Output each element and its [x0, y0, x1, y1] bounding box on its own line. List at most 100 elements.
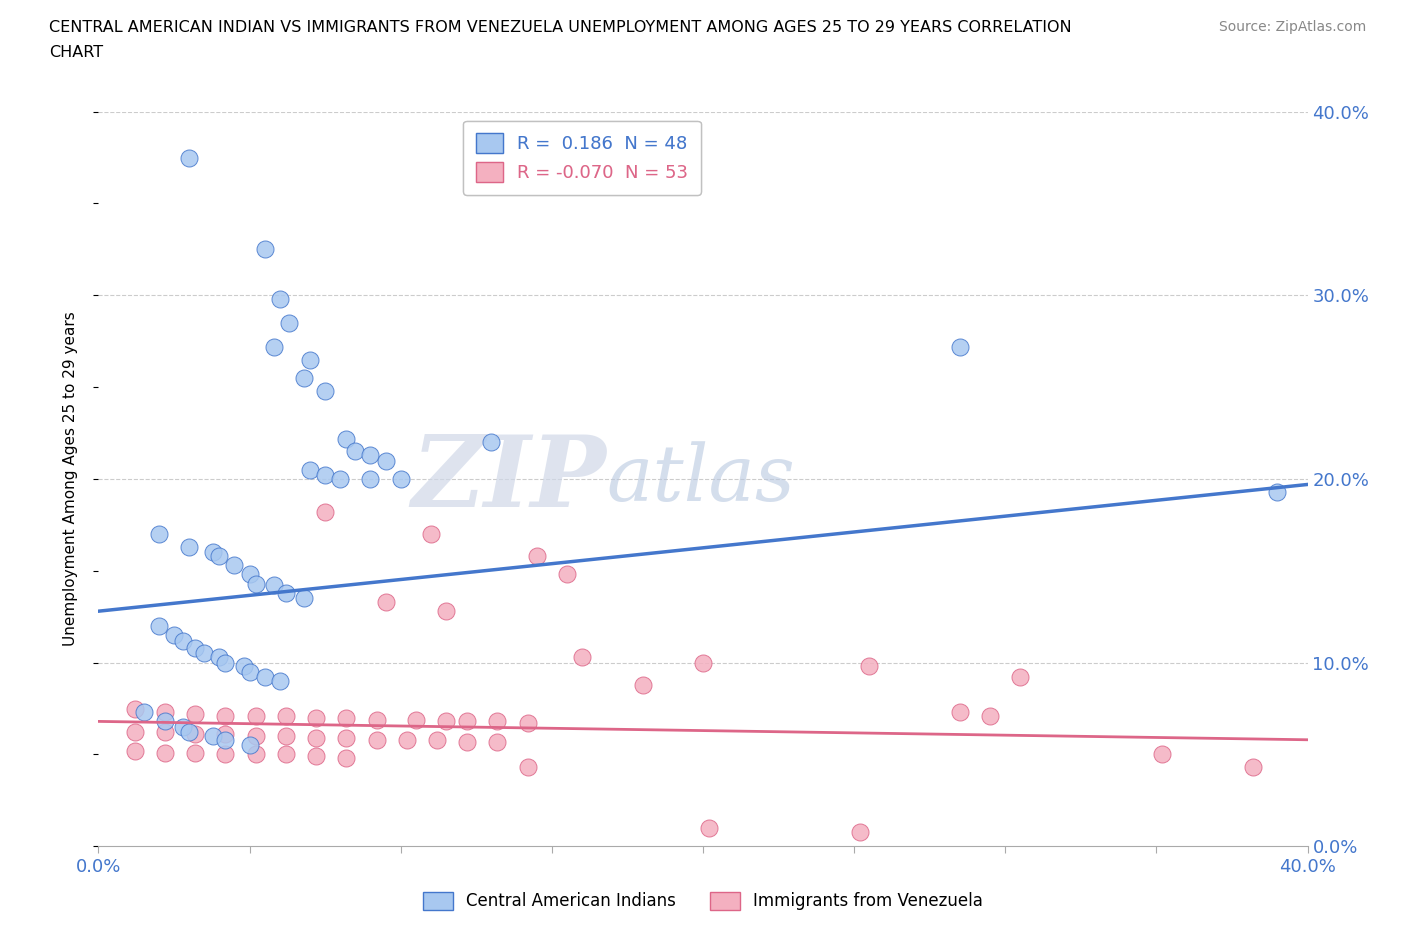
Point [124, 725, 146, 740]
Point [516, 716, 538, 731]
Point [214, 732, 236, 747]
Point [208, 650, 231, 665]
Point [516, 760, 538, 775]
Point [148, 526, 170, 541]
Point [274, 709, 297, 724]
Point [1010, 670, 1032, 684]
Point [486, 734, 509, 749]
Point [184, 727, 207, 742]
Point [245, 729, 267, 744]
Point [374, 594, 396, 609]
Point [314, 383, 336, 398]
Point [269, 673, 291, 688]
Point [214, 655, 236, 670]
Point [179, 725, 201, 740]
Point [456, 714, 478, 729]
Point [239, 567, 262, 582]
Text: atlas: atlas [606, 441, 794, 517]
Point [292, 370, 315, 385]
Point [148, 618, 170, 633]
Point [184, 641, 207, 656]
Point [344, 444, 367, 458]
Point [253, 242, 276, 257]
Point [405, 712, 427, 727]
Point [163, 628, 186, 643]
Point [858, 658, 880, 673]
Point [434, 604, 457, 618]
Point [697, 820, 720, 835]
Point [692, 655, 714, 670]
Legend: R =  0.186  N = 48, R = -0.070  N = 53: R = 0.186 N = 48, R = -0.070 N = 53 [463, 121, 702, 194]
Point [184, 707, 207, 722]
Point [360, 447, 382, 462]
Point [395, 732, 418, 747]
Point [979, 709, 1001, 724]
Point [456, 734, 478, 749]
Point [202, 545, 225, 560]
Point [366, 712, 388, 727]
Point [360, 472, 382, 486]
Point [202, 729, 225, 744]
Point [179, 150, 201, 165]
Point [263, 578, 285, 593]
Point [263, 339, 285, 354]
Point [389, 472, 412, 486]
Point [153, 725, 176, 740]
Point [184, 745, 207, 760]
Point [631, 677, 654, 692]
Point [849, 824, 872, 839]
Point [426, 732, 449, 747]
Point [1241, 760, 1264, 775]
Legend: Central American Indians, Immigrants from Venezuela: Central American Indians, Immigrants fro… [416, 885, 990, 917]
Point [214, 747, 236, 762]
Point [269, 291, 291, 306]
Point [434, 714, 457, 729]
Point [1267, 485, 1289, 499]
Point [124, 701, 146, 716]
Point [420, 526, 443, 541]
Point [274, 585, 297, 600]
Point [335, 711, 357, 725]
Point [153, 745, 176, 760]
Point [274, 747, 297, 762]
Point [245, 747, 267, 762]
Point [329, 472, 352, 486]
Point [949, 339, 972, 354]
Point [277, 315, 299, 330]
Point [124, 743, 146, 758]
Y-axis label: Unemployment Among Ages 25 to 29 years: Unemployment Among Ages 25 to 29 years [63, 312, 77, 646]
Point [292, 591, 315, 605]
Point [172, 720, 194, 735]
Point [335, 730, 357, 745]
Point [253, 670, 276, 684]
Text: CENTRAL AMERICAN INDIAN VS IMMIGRANTS FROM VENEZUELA UNEMPLOYMENT AMONG AGES 25 : CENTRAL AMERICAN INDIAN VS IMMIGRANTS FR… [49, 20, 1071, 35]
Point [245, 709, 267, 724]
Point [274, 729, 297, 744]
Point [481, 435, 503, 450]
Point [239, 737, 262, 752]
Point [305, 711, 328, 725]
Point [305, 730, 328, 745]
Point [949, 705, 972, 720]
Point [214, 709, 236, 724]
Point [374, 453, 396, 468]
Point [214, 727, 236, 742]
Point [179, 539, 201, 554]
Point [232, 658, 254, 673]
Point [153, 705, 176, 720]
Point [132, 705, 155, 720]
Text: CHART: CHART [49, 45, 103, 60]
Text: ZIP: ZIP [412, 431, 606, 527]
Point [305, 749, 328, 764]
Point [314, 468, 336, 483]
Point [486, 714, 509, 729]
Point [526, 549, 548, 564]
Point [239, 664, 262, 679]
Point [366, 732, 388, 747]
Point [555, 567, 578, 582]
Point [245, 577, 267, 591]
Point [172, 633, 194, 648]
Point [299, 462, 322, 477]
Point [208, 549, 231, 564]
Point [335, 751, 357, 765]
